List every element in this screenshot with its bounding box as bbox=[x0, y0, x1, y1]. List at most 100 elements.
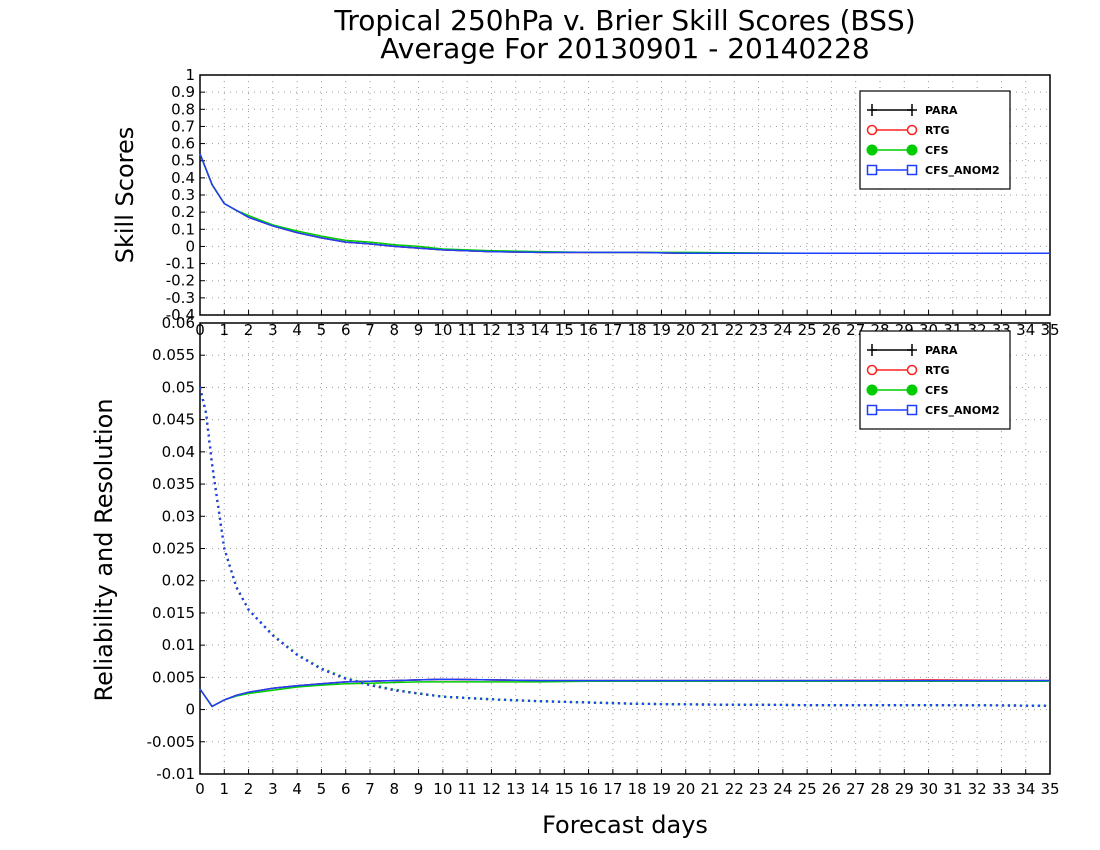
top-ytick-label: -0.4 bbox=[166, 306, 195, 324]
top-ytick-label: 0.7 bbox=[171, 117, 195, 135]
bottom-ytick-label: 0.02 bbox=[162, 572, 195, 590]
bottom-legend-marker-end bbox=[906, 364, 918, 376]
top-legend-label: CFS_ANOM2 bbox=[925, 164, 1000, 177]
bottom-xtick-label: 11 bbox=[458, 780, 477, 798]
bottom-xtick-label: 0 bbox=[195, 780, 205, 798]
top-ytick-label: 0.8 bbox=[171, 100, 195, 118]
bottom-legend-marker-start bbox=[866, 384, 878, 396]
top-legend-marker-start bbox=[866, 124, 878, 136]
bottom-plot-frame bbox=[199, 322, 1051, 775]
bottom-ytick-label: 0.04 bbox=[162, 443, 195, 461]
bottom-ytick-label: -0.005 bbox=[147, 733, 195, 751]
bottom-xtick-label: 1 bbox=[220, 780, 230, 798]
top-series-cfs-anom2 bbox=[199, 153, 1050, 255]
top-legend-box bbox=[859, 90, 1011, 190]
top-ytick-label: 0.5 bbox=[171, 152, 195, 170]
bottom-xtick-label: 28 bbox=[870, 780, 889, 798]
bottom-xtick-label: 19 bbox=[652, 780, 671, 798]
top-legend: PARA RTG CFS CFS_ANOM2 bbox=[859, 90, 1011, 190]
bottom-legend-marker-start bbox=[866, 364, 878, 376]
top-legend-marker-end bbox=[906, 144, 918, 156]
top-ytick-label: -0.1 bbox=[166, 255, 195, 273]
top-ytick-label: 0 bbox=[185, 237, 195, 255]
bottom-xtick-label: 34 bbox=[1016, 780, 1035, 798]
top-ytick-label: 0.1 bbox=[171, 220, 195, 238]
bottom-xtick-label: 25 bbox=[798, 780, 817, 798]
top-legend-marker-start bbox=[866, 144, 878, 156]
bottom-xtick-label: 17 bbox=[603, 780, 622, 798]
bottom-legend-label: CFS_ANOM2 bbox=[925, 404, 1000, 417]
bottom-xtick-label: 33 bbox=[992, 780, 1011, 798]
top-ytick-label: 0.2 bbox=[171, 203, 195, 221]
bottom-ytick-label: 0 bbox=[185, 701, 195, 719]
bottom-legend-marker-end bbox=[906, 384, 918, 396]
bottom-legend-box bbox=[859, 330, 1011, 430]
top-legend-label: RTG bbox=[925, 124, 950, 137]
bottom-ytick-label: 0.005 bbox=[152, 668, 195, 686]
bottom-ytick-label: 0.025 bbox=[152, 540, 195, 558]
bottom-xtick-label: 15 bbox=[555, 780, 574, 798]
bottom-series-cfs-resolution bbox=[198, 387, 1051, 707]
bottom-legend-marker-end bbox=[906, 404, 918, 416]
top-legend-marker-end bbox=[906, 164, 918, 176]
bottom-y-axis-label: Reliability and Resolution bbox=[90, 398, 118, 701]
bottom-xtick-label: 7 bbox=[365, 780, 375, 798]
bottom-xtick-label: 32 bbox=[968, 780, 987, 798]
reliability-resolution-panel: Reliability and Resolution Forecast days… bbox=[90, 314, 1060, 839]
bottom-xtick-label: 3 bbox=[268, 780, 278, 798]
bottom-ytick-label: 0.05 bbox=[162, 378, 195, 396]
bottom-xtick-label: 4 bbox=[292, 780, 302, 798]
bottom-ytick-label: 0.015 bbox=[152, 604, 195, 622]
bottom-xtick-label: 27 bbox=[846, 780, 865, 798]
x-axis-label: Forecast days bbox=[542, 811, 708, 839]
chart-subtitle: Average For 20130901 - 20140228 bbox=[380, 32, 869, 65]
bottom-xtick-label: 16 bbox=[579, 780, 598, 798]
bottom-xtick-label: 2 bbox=[244, 780, 254, 798]
bottom-legend-label: PARA bbox=[925, 344, 958, 357]
top-ytick-label: -0.3 bbox=[166, 289, 195, 307]
bottom-xtick-label: 18 bbox=[628, 780, 647, 798]
bottom-xtick-label: 23 bbox=[749, 780, 768, 798]
bottom-ytick-label: 0.055 bbox=[152, 346, 195, 364]
bottom-ytick-label: 0.045 bbox=[152, 411, 195, 429]
bottom-ytick-label: -0.01 bbox=[156, 765, 195, 783]
top-ytick-label: 0.4 bbox=[171, 169, 195, 187]
bottom-xtick-label: 13 bbox=[506, 780, 525, 798]
top-legend-marker-end bbox=[906, 124, 918, 136]
bottom-xtick-label: 30 bbox=[919, 780, 938, 798]
top-legend-marker-start bbox=[866, 164, 878, 176]
bottom-xtick-label: 26 bbox=[822, 780, 841, 798]
bottom-legend-label: CFS bbox=[925, 384, 949, 397]
bottom-xtick-label: 12 bbox=[482, 780, 501, 798]
bottom-ytick-label: 0.01 bbox=[162, 636, 195, 654]
bottom-series-para-resolution bbox=[198, 387, 1051, 707]
bottom-legend-marker-start bbox=[866, 404, 878, 416]
top-y-axis-label: Skill Scores bbox=[111, 127, 139, 264]
bottom-xtick-label: 20 bbox=[676, 780, 695, 798]
bottom-xtick-label: 6 bbox=[341, 780, 351, 798]
bottom-legend: PARA RTG CFS CFS_ANOM2 bbox=[859, 330, 1011, 430]
top-legend-label: CFS bbox=[925, 144, 949, 157]
top-ytick-label: 1 bbox=[185, 66, 195, 84]
bottom-legend-label: RTG bbox=[925, 364, 950, 377]
bottom-xtick-label: 29 bbox=[895, 780, 914, 798]
bottom-xtick-label: 14 bbox=[530, 780, 549, 798]
bottom-xtick-label: 22 bbox=[725, 780, 744, 798]
bottom-xtick-label: 35 bbox=[1040, 780, 1059, 798]
bottom-ytick-label: 0.06 bbox=[162, 314, 195, 332]
bottom-xtick-label: 5 bbox=[317, 780, 327, 798]
bottom-series-rtg-resolution bbox=[198, 387, 1051, 707]
top-plot-frame bbox=[199, 74, 1051, 316]
top-ytick-label: 0.3 bbox=[171, 186, 195, 204]
bottom-xtick-label: 24 bbox=[773, 780, 792, 798]
bottom-xtick-label: 10 bbox=[433, 780, 452, 798]
bottom-ytick-label: 0.035 bbox=[152, 475, 195, 493]
bottom-xtick-label: 9 bbox=[414, 780, 424, 798]
top-ytick-label: 0.6 bbox=[171, 135, 195, 153]
top-ytick-label: -0.2 bbox=[166, 272, 195, 290]
top-ytick-label: 0.9 bbox=[171, 83, 195, 101]
chart-title: Tropical 250hPa v. Brier Skill Scores (B… bbox=[333, 4, 915, 37]
skill-scores-panel: Skill Scores 0 1 2 3 4 5 6 7 8 9 10 11 12 13 14 15 16 17 1… bbox=[111, 66, 1060, 339]
bottom-xtick-label: 31 bbox=[943, 780, 962, 798]
